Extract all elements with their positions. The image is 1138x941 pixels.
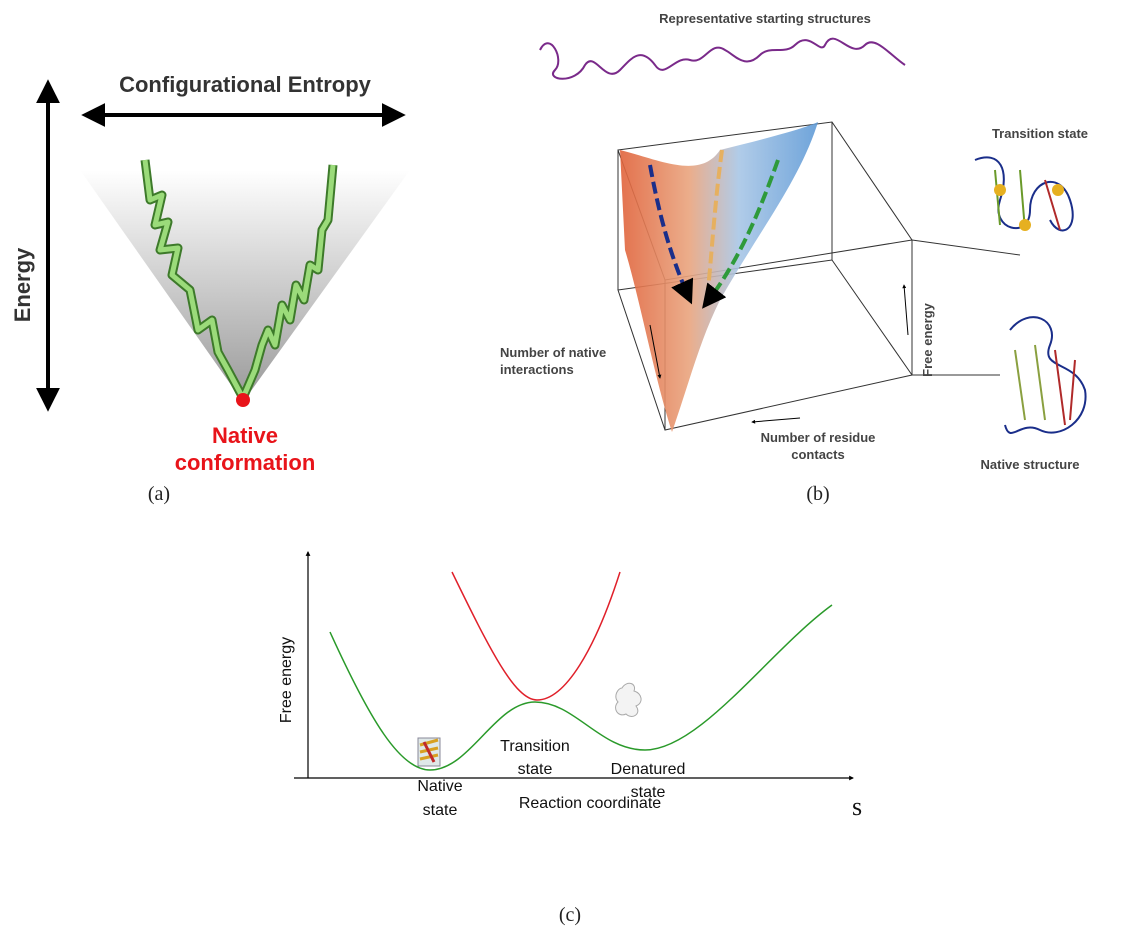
funnel-cone xyxy=(80,170,410,402)
residue-contacts-label: Number of residue xyxy=(761,430,876,445)
denatured-state-label: state xyxy=(631,784,666,801)
native-interactions-label: interactions xyxy=(500,362,574,377)
panel-a: Configurational Entropy Energy Native co… xyxy=(10,72,410,505)
denatured-icon xyxy=(616,683,642,716)
native-state-label: state xyxy=(423,802,458,819)
caption: (c) xyxy=(559,904,581,926)
caption: (b) xyxy=(806,483,829,505)
ground-state-curve xyxy=(330,605,832,770)
chain-structures xyxy=(540,39,905,79)
native-dot xyxy=(236,393,250,407)
y-axis-label: Free energy xyxy=(278,637,295,723)
native-structure-label: Native structure xyxy=(981,457,1080,472)
x-symbol: s xyxy=(852,792,862,821)
panel-b: Representative starting structures Trans… xyxy=(490,11,1088,505)
transition-structure xyxy=(975,157,1073,231)
native-label: Native xyxy=(212,423,278,448)
figure: Configurational Entropy Energy Native co… xyxy=(0,0,1138,941)
transition-label: Transition state xyxy=(992,126,1088,141)
transition-state-label: Transition xyxy=(500,738,570,755)
native-label: conformation xyxy=(175,450,316,475)
native-icon xyxy=(418,738,440,766)
caption: (a) xyxy=(148,483,170,505)
free-energy-label: Free energy xyxy=(920,302,935,376)
native-interactions-label: Number of native xyxy=(500,345,606,360)
native-state-label: Native xyxy=(417,778,462,795)
entropy-label: Configurational Entropy xyxy=(119,72,372,97)
denatured-state-label: Denatured xyxy=(611,761,686,778)
native-structure xyxy=(1005,317,1086,433)
panel-c: Free energy Reaction coordinate s Native… xyxy=(278,552,862,926)
energy-label: Energy xyxy=(10,247,35,322)
axis-arrow xyxy=(752,418,800,422)
transition-state-label: state xyxy=(518,761,553,778)
starting-structures-label: Representative starting structures xyxy=(659,11,871,26)
axis-arrow xyxy=(904,285,908,335)
residue-contacts-label: contacts xyxy=(791,447,844,462)
excited-curve xyxy=(452,572,620,700)
